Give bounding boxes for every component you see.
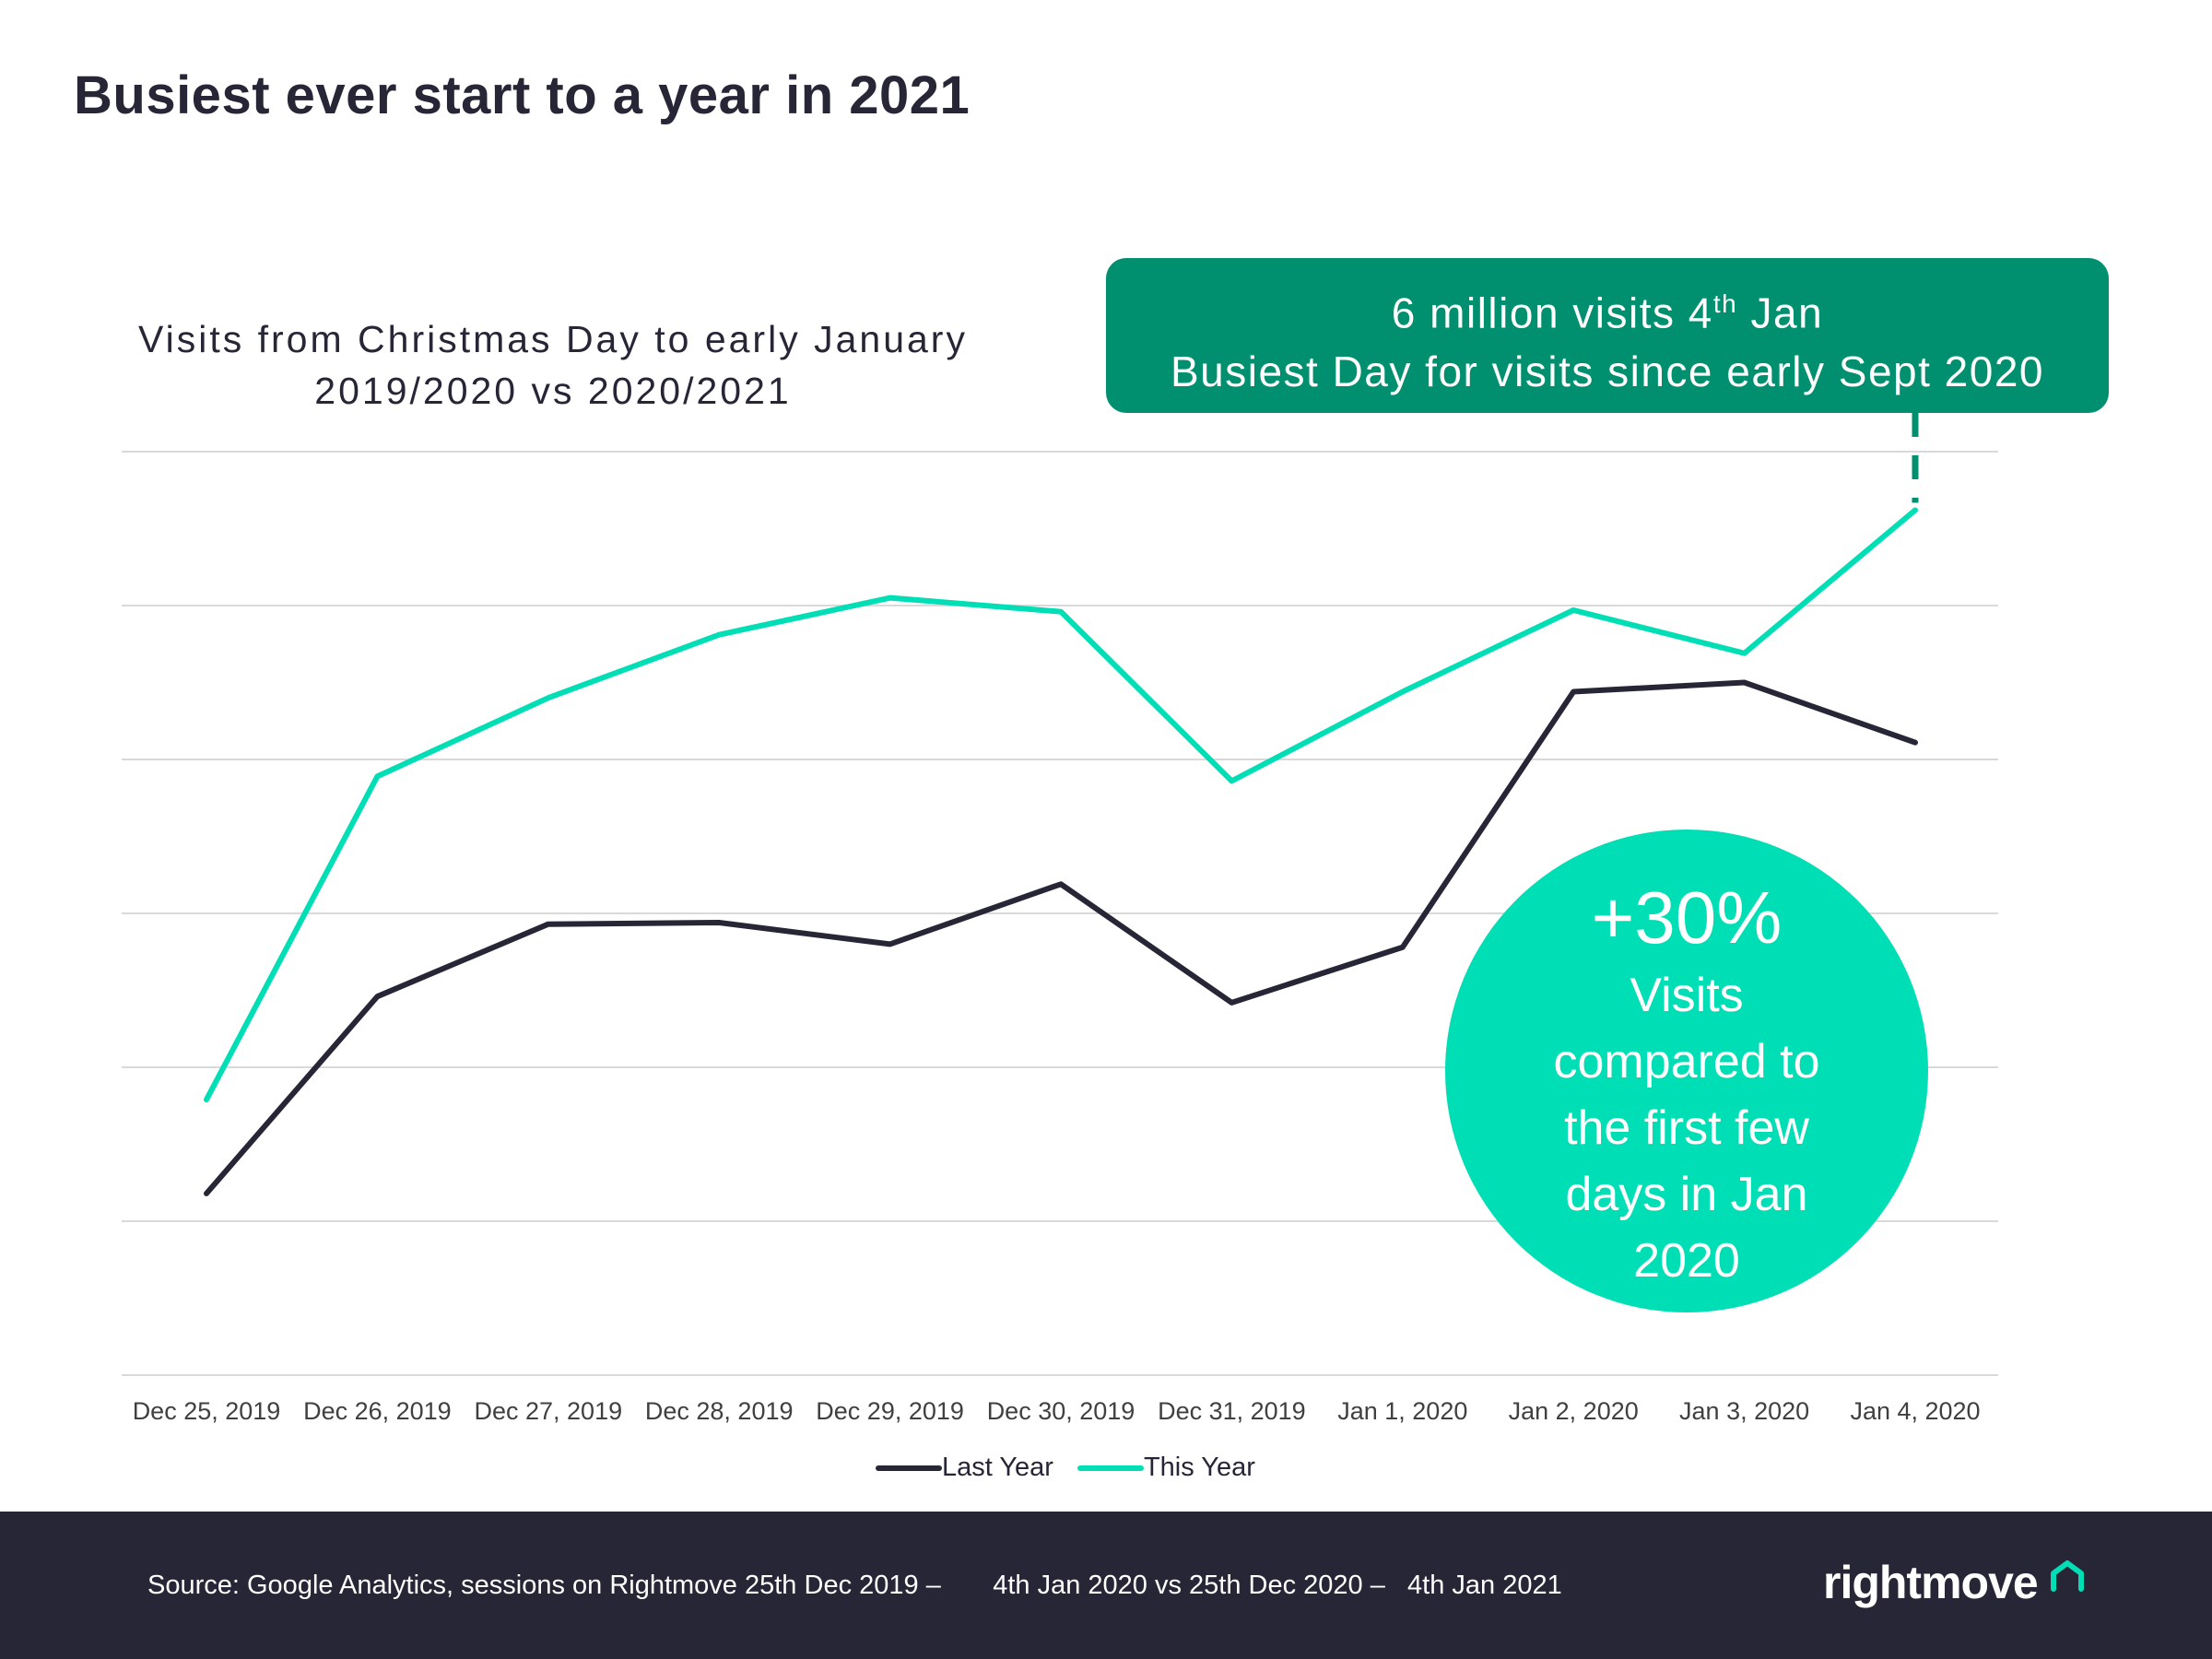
- callout-text-end: Jan: [1737, 288, 1824, 337]
- x-tick-label: Dec 25, 2019: [133, 1397, 281, 1425]
- legend-swatch-last-year: [876, 1465, 942, 1471]
- callout-line-1: 6 million visits 4th Jan: [1106, 275, 2109, 342]
- house-icon: [2051, 1560, 2084, 1592]
- callout-line-2: Busiest Day for visits since early Sept …: [1170, 347, 2045, 396]
- percent-value: +30%: [1591, 877, 1783, 959]
- percent-badge: +30% Visits compared to the first few da…: [1445, 830, 1928, 1312]
- callout-text: 6 million visits 4: [1391, 288, 1713, 337]
- line-chart: Dec 25, 2019 Dec 26, 2019 Dec 27, 2019 Dec …: [122, 413, 1998, 1425]
- legend-item-this-year: This Year: [1077, 1453, 1255, 1483]
- legend-label-last-year: Last Year: [942, 1453, 1053, 1482]
- page-title: Busiest ever start to a year in 2021: [74, 65, 971, 125]
- x-tick-label: Jan 3, 2020: [1679, 1397, 1809, 1425]
- percent-description: Visits compared to the first few days in…: [1553, 969, 1820, 1288]
- x-tick-label: Dec 29, 2019: [816, 1397, 964, 1425]
- x-tick-label: Jan 4, 2020: [1850, 1397, 1980, 1425]
- chart-subtitle-years: 2019/2020 vs 2020/2021: [314, 370, 792, 412]
- x-tick-label: Dec 30, 2019: [987, 1397, 1135, 1425]
- x-tick-label: Dec 26, 2019: [303, 1397, 452, 1425]
- legend-label-this-year: This Year: [1143, 1453, 1255, 1482]
- legend-item-last-year: Last Year: [876, 1453, 1053, 1483]
- chart-subtitle: Visits from Christmas Day to early Janua…: [120, 313, 986, 417]
- rightmove-logo: rightmove: [1823, 1557, 2039, 1608]
- footer-bar: Source: Google Analytics, sessions on Ri…: [0, 1512, 2212, 1659]
- chart-legend: Last Year This Year: [876, 1453, 1279, 1483]
- x-tick-label: Dec 31, 2019: [1158, 1397, 1306, 1425]
- chart-title: Visits from Christmas Day to early Janua…: [138, 318, 968, 360]
- source-note: Source: Google Analytics, sessions on Ri…: [147, 1571, 1562, 1600]
- x-tick-label: Dec 28, 2019: [645, 1397, 794, 1425]
- x-tick-label: Jan 2, 2020: [1509, 1397, 1639, 1425]
- x-tick-label: Jan 1, 2020: [1337, 1397, 1467, 1425]
- x-tick-label: Dec 27, 2019: [474, 1397, 622, 1425]
- callout-box: 6 million visits 4th Jan Busiest Day for…: [1106, 258, 2109, 413]
- callout-superscript: th: [1712, 289, 1738, 318]
- legend-swatch-this-year: [1077, 1465, 1144, 1471]
